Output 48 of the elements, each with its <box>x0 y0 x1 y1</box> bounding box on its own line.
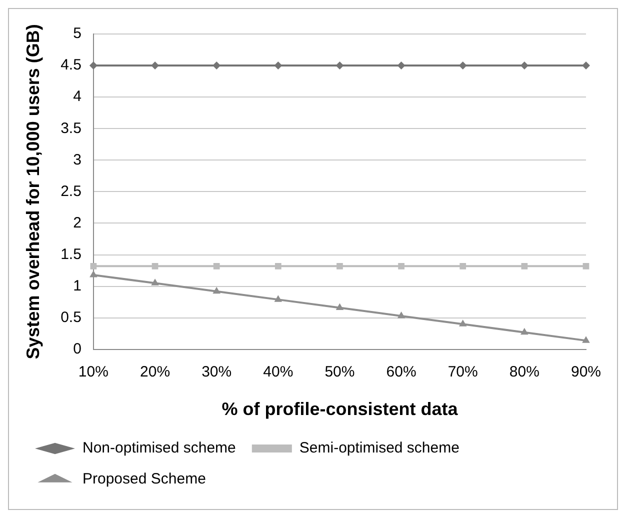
point <box>336 262 343 270</box>
y-tick-label: 3.5 <box>60 120 82 137</box>
point <box>336 62 344 70</box>
point <box>90 270 98 278</box>
y-axis-title: System overhead for 10,000 users (GB) <box>22 24 43 360</box>
point <box>460 262 466 270</box>
point <box>458 320 467 326</box>
point <box>274 62 282 70</box>
point <box>521 262 528 270</box>
y-tick-label: 4 <box>73 88 82 106</box>
point <box>397 62 406 70</box>
point <box>213 262 220 270</box>
legend-label: Semi-optimised scheme <box>299 440 460 457</box>
point <box>582 336 590 343</box>
y-tick-label: 1 <box>73 277 82 294</box>
y-tick-label: 5 <box>73 25 82 42</box>
point <box>274 262 282 270</box>
point <box>336 303 344 310</box>
point <box>274 295 282 302</box>
point <box>152 262 158 270</box>
legend-label: Non-optimised scheme <box>82 440 236 457</box>
x-tick-label: 30% <box>202 364 232 381</box>
y-tick-label: 0.5 <box>60 309 82 326</box>
point <box>89 62 98 70</box>
point <box>212 286 220 294</box>
point <box>90 262 97 270</box>
y-tick-label: 0 <box>73 340 82 358</box>
y-tick-label: 2.5 <box>60 182 82 200</box>
point <box>582 262 590 270</box>
x-axis-title: % of profile-consistent data <box>222 399 459 420</box>
x-tick-label: 70% <box>448 364 478 381</box>
y-tick-label: 4.5 <box>60 56 82 74</box>
y-tick-label: 1.5 <box>60 246 82 263</box>
x-tick-label: 80% <box>509 364 540 381</box>
x-tick-label: 60% <box>386 364 416 381</box>
x-tick-label: 10% <box>78 364 108 381</box>
y-tick-label: 2 <box>73 214 82 232</box>
x-tick-label: 90% <box>570 364 602 381</box>
x-tick-label: 40% <box>263 364 294 381</box>
point <box>458 62 467 70</box>
legend-label: Proposed Scheme <box>82 470 206 488</box>
y-tick-label: 3 <box>73 151 82 168</box>
point <box>520 328 528 335</box>
point <box>151 278 159 286</box>
x-tick-label: 20% <box>140 364 170 381</box>
point <box>397 311 406 318</box>
point <box>398 262 404 270</box>
x-tick-label: 50% <box>324 364 355 381</box>
